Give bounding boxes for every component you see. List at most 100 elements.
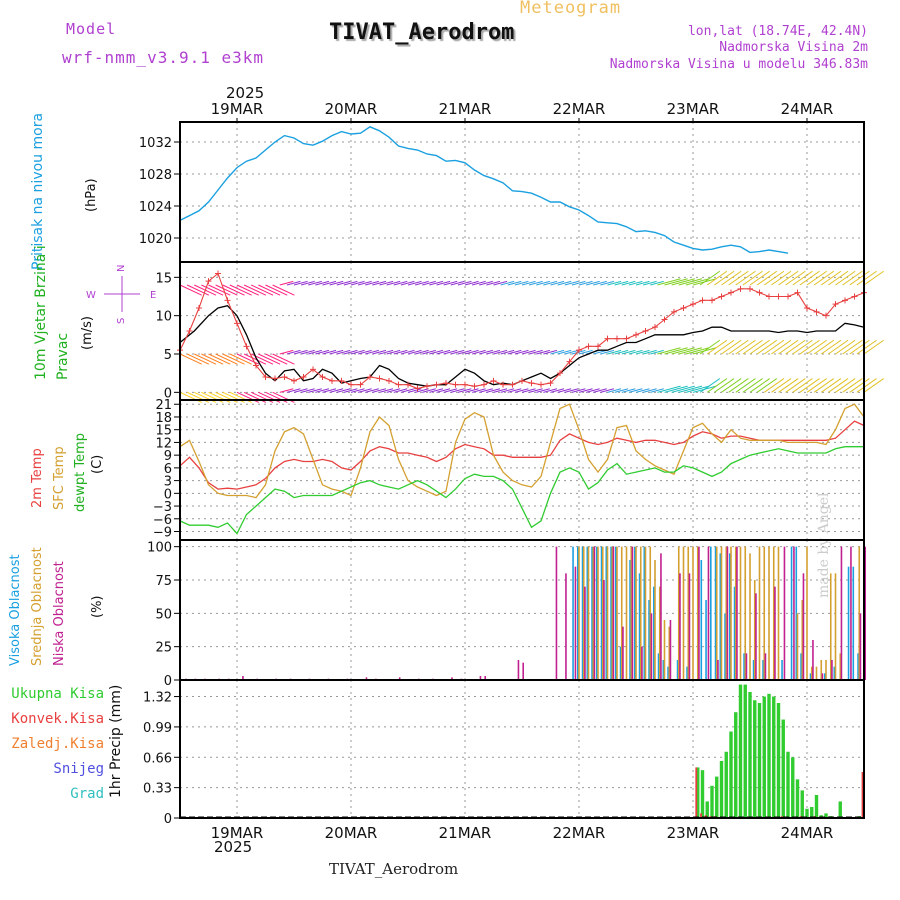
wind-gust-marker — [794, 289, 801, 296]
y-tick-label: 15 — [155, 271, 172, 286]
wind-barb — [386, 280, 401, 286]
wind-gust-marker — [243, 343, 250, 350]
wind-barb — [357, 280, 372, 286]
wind-barb — [657, 347, 681, 355]
wind-barb — [315, 349, 330, 355]
wind-barb — [749, 339, 770, 355]
wind-gust-marker — [272, 375, 278, 382]
precip-total-bar — [786, 751, 790, 818]
wind-barb — [357, 349, 372, 355]
precip-total-bar — [696, 767, 700, 818]
y-tick-label: 6 — [164, 462, 172, 477]
wind-barb — [265, 353, 288, 365]
wind-barb — [486, 280, 501, 286]
wind-barb — [372, 280, 387, 286]
wind-barb — [849, 339, 870, 355]
y-tick-label: −3 — [153, 500, 172, 515]
precip-conv-bar — [700, 813, 702, 818]
wind-barb — [279, 280, 294, 286]
model-altitude-label: Nadmorska Visina u modelu 346.83m — [609, 57, 868, 72]
wind-gust-marker — [747, 285, 753, 292]
wind-gust-marker — [690, 301, 696, 308]
wind-barb — [721, 270, 742, 286]
precip-total-bar — [810, 806, 814, 818]
precip-legend-hail: Grad — [70, 786, 104, 802]
wind-speed-line — [179, 304, 865, 387]
wind-gust-marker — [405, 381, 411, 388]
wind-barb — [400, 349, 415, 355]
lonlat-label: lon,lat (18.74E, 42.4N) — [687, 24, 868, 39]
date-label-top: 22MAR — [553, 100, 606, 118]
wind-barb — [215, 284, 238, 296]
wind-gust-marker — [253, 362, 259, 369]
wind-barb — [714, 378, 735, 393]
wind-barb — [628, 280, 643, 286]
wind-barb — [429, 388, 444, 393]
wind-barb — [414, 388, 429, 393]
y-tick-label: 1028 — [139, 168, 172, 183]
y-tick-label: 0 — [164, 386, 172, 401]
wind-compass: N S W E — [86, 265, 156, 324]
precip-total-bar — [776, 703, 781, 818]
wind-barb — [457, 280, 472, 286]
wind-barb — [543, 388, 558, 393]
wind-gust-marker — [680, 305, 687, 311]
wind-gust-marker — [205, 278, 212, 285]
wind-gust-marker — [832, 301, 839, 308]
wind-gust-marker — [452, 381, 459, 388]
wind-barb — [714, 339, 735, 355]
wind-barb — [479, 280, 493, 286]
wind-barb — [607, 280, 622, 286]
wind-gust-marker — [585, 343, 592, 350]
wind-barb — [229, 284, 252, 296]
precip-total-bar — [772, 696, 776, 818]
y-tick-label: 0.33 — [143, 782, 172, 797]
wind-barb — [443, 388, 458, 393]
wind-barb — [486, 349, 501, 355]
temp-sfc-line — [179, 403, 865, 499]
wind-barb — [471, 280, 486, 286]
wind-barb — [728, 270, 749, 286]
wind-gust-marker — [348, 381, 354, 388]
wind-barb — [243, 284, 267, 296]
wind-barb — [229, 353, 252, 365]
wind-barb — [742, 378, 763, 393]
date-label-bottom: 21MAR — [439, 824, 492, 842]
wind-barb — [785, 270, 806, 286]
wind-barb — [856, 339, 877, 355]
y-tick-label: 75 — [155, 574, 172, 589]
wind-barb — [464, 388, 479, 393]
wind-barb — [742, 339, 763, 355]
wind-gust-marker — [728, 289, 734, 296]
wind-barb — [514, 280, 529, 286]
wind-barb — [735, 270, 756, 286]
wind-barb — [628, 349, 643, 355]
wind-barb — [265, 284, 288, 296]
y-tick-label: −9 — [153, 526, 172, 541]
wind-barb — [564, 280, 579, 286]
wind-barb — [322, 388, 337, 393]
wind-gust-marker — [766, 293, 772, 300]
date-label-bottom: 20MAR — [325, 824, 378, 842]
wind-gust-marker — [528, 380, 535, 387]
wind-barb — [585, 280, 600, 286]
wind-barb — [357, 388, 372, 393]
station-title: TIVAT_Aerodrom — [329, 20, 515, 45]
precip-total-bar — [838, 801, 842, 818]
wind-gust-marker — [424, 383, 430, 390]
wind-barb — [585, 388, 600, 393]
y-tick-label: 15 — [155, 424, 172, 439]
wind-barb — [251, 284, 274, 296]
y-tick-label: 0 — [164, 487, 172, 502]
wind-barb — [407, 388, 422, 393]
wind-barb — [450, 349, 465, 355]
precip-total-bar — [748, 691, 752, 818]
wind-barb — [685, 347, 710, 355]
wind-barb — [550, 388, 565, 393]
wind-barb — [785, 339, 806, 355]
wind-barb — [443, 349, 458, 355]
wind-gust-marker — [718, 293, 725, 300]
wind-barb — [308, 349, 322, 355]
wind-barb — [749, 270, 770, 286]
wind-barb — [393, 388, 408, 393]
